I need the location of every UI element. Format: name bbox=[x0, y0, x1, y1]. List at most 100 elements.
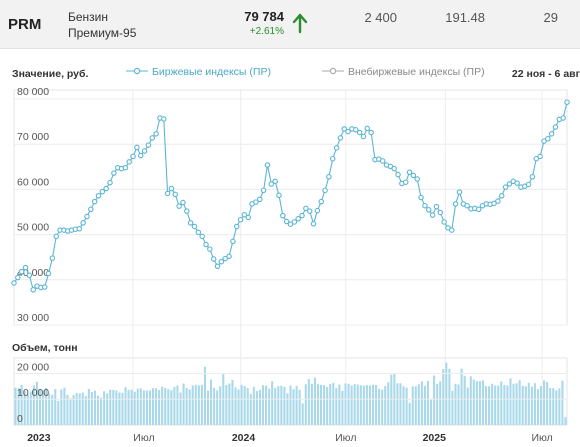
volume-bar[interactable] bbox=[23, 390, 26, 425]
volume-bar[interactable] bbox=[316, 384, 320, 425]
volume-bar[interactable] bbox=[249, 394, 252, 425]
volume-bar[interactable] bbox=[457, 384, 460, 425]
volume-bar[interactable] bbox=[176, 385, 179, 425]
volume-bar[interactable] bbox=[164, 387, 167, 425]
volume-bar[interactable] bbox=[320, 384, 323, 425]
volume-bar[interactable] bbox=[17, 388, 20, 425]
volume-bar[interactable] bbox=[344, 383, 347, 425]
volume-bar[interactable] bbox=[341, 390, 344, 425]
volume-bar[interactable] bbox=[29, 391, 32, 426]
price-point[interactable] bbox=[414, 176, 420, 182]
volume-bar[interactable] bbox=[66, 394, 69, 425]
volume-bar[interactable] bbox=[90, 392, 93, 425]
price-point[interactable] bbox=[111, 170, 117, 176]
volume-bar[interactable] bbox=[225, 385, 228, 425]
price-point[interactable] bbox=[241, 211, 248, 218]
price-point[interactable] bbox=[445, 225, 451, 231]
volume-bar[interactable] bbox=[151, 388, 155, 425]
volume-bar[interactable] bbox=[63, 387, 66, 425]
volume-bar[interactable] bbox=[378, 388, 381, 425]
volume-bar[interactable] bbox=[145, 390, 148, 425]
volume-bar[interactable] bbox=[51, 394, 54, 425]
price-point[interactable] bbox=[395, 171, 401, 178]
volume-bar[interactable] bbox=[136, 388, 139, 425]
volume-bar[interactable] bbox=[283, 386, 286, 425]
volume-bar[interactable] bbox=[213, 387, 216, 425]
volume-bar[interactable] bbox=[298, 389, 301, 425]
price-point[interactable] bbox=[433, 203, 440, 210]
volume-bar[interactable] bbox=[81, 392, 84, 425]
legend-item-otc[interactable]: Внебиржевые индексы (ПР) bbox=[322, 66, 485, 78]
volume-bar[interactable] bbox=[368, 385, 371, 425]
price-point[interactable] bbox=[88, 206, 94, 213]
volume-bar[interactable] bbox=[286, 393, 289, 425]
price-point[interactable] bbox=[245, 214, 252, 221]
volume-bar[interactable] bbox=[139, 388, 142, 425]
volume-bar[interactable] bbox=[530, 386, 533, 425]
price-point[interactable] bbox=[287, 221, 294, 227]
legend-item-exchange[interactable]: Биржевые индексы (ПР) bbox=[126, 66, 271, 78]
volume-bar[interactable] bbox=[454, 383, 457, 425]
price-point[interactable] bbox=[552, 124, 559, 130]
volume-bar[interactable] bbox=[112, 389, 115, 425]
price-point[interactable] bbox=[18, 268, 25, 275]
volume-bar[interactable] bbox=[155, 388, 158, 425]
volume-bar[interactable] bbox=[127, 389, 130, 425]
volume-bar[interactable] bbox=[130, 389, 133, 425]
volume-bar[interactable] bbox=[448, 368, 451, 425]
price-point[interactable] bbox=[80, 220, 86, 226]
volume-bar[interactable] bbox=[72, 395, 75, 425]
volume-bar[interactable] bbox=[433, 375, 436, 425]
volume-bar[interactable] bbox=[335, 388, 338, 425]
volume-bar[interactable] bbox=[381, 389, 384, 425]
product-name[interactable]: Бензин Премиум-95 bbox=[68, 9, 136, 41]
volume-bar[interactable] bbox=[332, 382, 335, 425]
volume-bar[interactable] bbox=[463, 375, 466, 425]
price-point[interactable] bbox=[387, 163, 394, 170]
price-point[interactable] bbox=[541, 138, 547, 144]
volume-bar[interactable] bbox=[423, 385, 426, 425]
volume-bar[interactable] bbox=[405, 387, 408, 425]
volume-bar[interactable] bbox=[200, 384, 203, 425]
price-point[interactable] bbox=[210, 256, 217, 262]
volume-bar[interactable] bbox=[426, 380, 430, 425]
volume-bar[interactable] bbox=[518, 380, 521, 425]
price-point[interactable] bbox=[253, 199, 259, 205]
price-point[interactable] bbox=[525, 181, 532, 188]
volume-bar[interactable] bbox=[359, 385, 362, 425]
price-point[interactable] bbox=[187, 220, 194, 226]
volume-bar[interactable] bbox=[32, 385, 35, 425]
volume-bar[interactable] bbox=[265, 385, 268, 425]
price-point[interactable] bbox=[145, 142, 152, 148]
price-point[interactable] bbox=[226, 253, 232, 260]
volume-bar[interactable] bbox=[323, 385, 326, 425]
price-point[interactable] bbox=[314, 207, 321, 214]
volume-bar[interactable] bbox=[20, 384, 23, 425]
volume-bar[interactable] bbox=[14, 387, 17, 425]
volume-bar[interactable] bbox=[451, 390, 454, 425]
volume-bar[interactable] bbox=[375, 385, 378, 425]
volume-bar[interactable] bbox=[445, 362, 448, 425]
volume-bar[interactable] bbox=[475, 381, 478, 425]
volume-bar[interactable] bbox=[301, 403, 304, 425]
ticker-symbol[interactable]: PRM bbox=[8, 16, 42, 33]
volume-bar[interactable] bbox=[536, 389, 540, 425]
price-point[interactable] bbox=[368, 129, 374, 136]
price-point[interactable] bbox=[495, 198, 501, 204]
volume-bar[interactable] bbox=[237, 389, 240, 425]
volume-bar[interactable] bbox=[182, 383, 185, 425]
price-point[interactable] bbox=[264, 162, 271, 168]
volume-bar[interactable] bbox=[75, 393, 78, 425]
price-point[interactable] bbox=[452, 201, 459, 207]
price-point[interactable] bbox=[11, 280, 17, 286]
volume-bar[interactable] bbox=[408, 402, 411, 425]
volume-bar[interactable] bbox=[197, 385, 200, 425]
price-point[interactable] bbox=[537, 153, 543, 160]
price-point[interactable] bbox=[222, 255, 228, 262]
volume-bar[interactable] bbox=[60, 389, 63, 425]
volume-bar[interactable] bbox=[509, 378, 512, 425]
volume-bar[interactable] bbox=[48, 393, 51, 425]
volume-bar[interactable] bbox=[106, 393, 109, 425]
price-point[interactable] bbox=[103, 185, 109, 192]
volume-bar[interactable] bbox=[555, 390, 558, 425]
